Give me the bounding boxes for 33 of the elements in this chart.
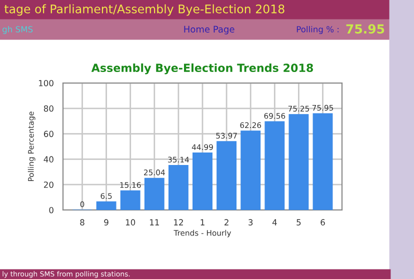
- x-tick-label: 3: [248, 219, 253, 226]
- y-tick-label: 40: [44, 156, 54, 162]
- x-tick-label: 8: [80, 219, 84, 226]
- bar: [312, 113, 333, 210]
- bar: [144, 178, 164, 210]
- text: Home Page: [184, 26, 234, 34]
- y-tick-label: 80: [44, 105, 54, 112]
- text: 75.95: [346, 24, 384, 34]
- bar: [168, 165, 188, 210]
- text: Polling % :: [296, 26, 339, 34]
- bar: [120, 190, 140, 210]
- bar: [192, 152, 212, 210]
- y-tick-label: 60: [44, 130, 54, 138]
- y-tick-label: 20: [44, 182, 54, 188]
- x-tick-label: 6: [320, 219, 325, 226]
- bar: [96, 201, 116, 210]
- y-tick-label: 100: [38, 80, 54, 86]
- x-tick-label: 5: [296, 219, 301, 226]
- x-tick-label: 9: [104, 219, 108, 226]
- bar: [240, 130, 261, 210]
- x-tick-label: 2: [224, 219, 228, 226]
- y-tick-label: 0: [49, 206, 54, 214]
- x-tick-label: 11: [150, 219, 159, 226]
- x-tick-label: 12: [174, 219, 183, 226]
- text: tage of Parliament/Assembly Bye-Election 2018: [4, 4, 284, 16]
- bar: [288, 114, 309, 210]
- x-tick-label: 1: [200, 219, 204, 226]
- x-tick-label: 10: [126, 219, 136, 226]
- bar: [264, 121, 285, 210]
- text: gh SMS: [2, 26, 33, 34]
- chart-title: Assembly Bye-Election Trends 2018: [91, 63, 313, 74]
- bar: [216, 141, 237, 210]
- x-tick-label: 4: [272, 219, 277, 226]
